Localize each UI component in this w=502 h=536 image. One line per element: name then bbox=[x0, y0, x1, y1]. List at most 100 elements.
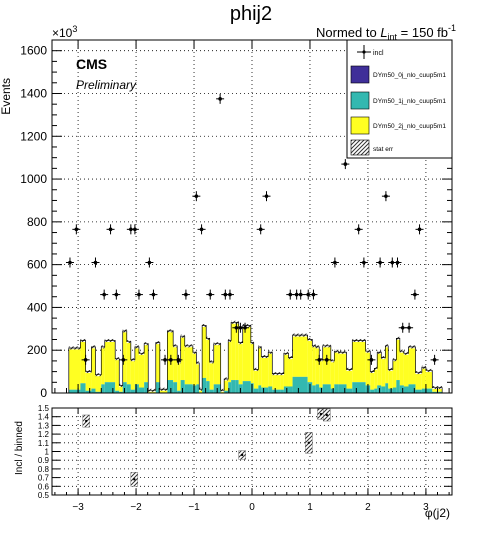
incl-point-marker bbox=[243, 325, 247, 330]
histogram-outline bbox=[68, 321, 443, 393]
main-y-tick-label: 1200 bbox=[20, 129, 47, 143]
incl-point bbox=[72, 224, 81, 235]
histogram-bar bbox=[283, 353, 289, 387]
ratio-y-tick-label: 1.1 bbox=[38, 439, 50, 448]
histogram-bar bbox=[228, 340, 232, 383]
incl-point-marker bbox=[176, 358, 181, 362]
histogram-bar bbox=[261, 387, 269, 393]
histogram-bar bbox=[261, 356, 269, 388]
incl-point-marker bbox=[369, 358, 374, 362]
incl-point bbox=[367, 354, 376, 365]
histogram-bar bbox=[91, 346, 96, 389]
status-label: Preliminary bbox=[76, 78, 137, 92]
ratio-x-tick-label: 1 bbox=[307, 502, 313, 513]
ratio-y-tick-label: 1 bbox=[45, 448, 50, 457]
histogram-bar bbox=[408, 346, 416, 385]
histogram-bar bbox=[85, 390, 92, 393]
incl-point-marker bbox=[298, 292, 303, 297]
incl-point bbox=[174, 354, 183, 365]
histogram-bar bbox=[272, 389, 281, 393]
histogram-bar bbox=[177, 361, 181, 391]
incl-point bbox=[309, 289, 318, 300]
histogram-bar bbox=[319, 359, 323, 388]
histogram-bar bbox=[224, 378, 229, 391]
incl-point bbox=[134, 289, 143, 300]
histogram-bar bbox=[122, 382, 127, 393]
incl-point bbox=[145, 257, 154, 268]
histogram-bar bbox=[104, 382, 116, 393]
histogram-bar bbox=[250, 342, 254, 384]
histogram-bar bbox=[202, 377, 207, 393]
histogram-bar bbox=[258, 346, 262, 386]
histogram-bar bbox=[242, 381, 251, 393]
chart-title: phij2 bbox=[230, 3, 272, 25]
incl-point-marker bbox=[306, 292, 311, 297]
ratio-y-axis-label: Incl / binned bbox=[14, 421, 25, 475]
histogram-bar bbox=[292, 335, 308, 377]
incl-point-marker bbox=[234, 325, 239, 330]
incl-point-marker bbox=[199, 227, 204, 232]
histogram-bar bbox=[280, 373, 284, 390]
ratio-point bbox=[82, 414, 90, 428]
histogram-bar bbox=[159, 389, 168, 393]
incl-point bbox=[376, 257, 385, 268]
main-y-tick-label: 200 bbox=[27, 343, 47, 357]
ratio-y-tick-label: 1.3 bbox=[38, 421, 50, 430]
incl-point-marker bbox=[384, 194, 388, 198]
histogram-bar bbox=[292, 376, 308, 393]
histogram-bar bbox=[184, 345, 193, 385]
histogram-bar bbox=[388, 369, 393, 389]
histogram-bar bbox=[415, 389, 422, 393]
incl-point-marker bbox=[147, 260, 152, 265]
histogram-bar bbox=[213, 343, 221, 385]
histogram-bar bbox=[370, 389, 375, 393]
incl-point bbox=[256, 224, 265, 235]
histogram-bar bbox=[346, 369, 353, 389]
histogram-bar bbox=[338, 384, 347, 393]
histogram-bar bbox=[126, 384, 131, 393]
incl-point bbox=[149, 289, 158, 300]
incl-point bbox=[181, 289, 190, 300]
histogram-bar bbox=[202, 325, 207, 378]
incl-point-marker bbox=[238, 325, 243, 330]
histogram-bar bbox=[192, 385, 197, 393]
histogram-bar bbox=[95, 374, 102, 392]
legend-label-0j: DYm50_0j_nlo_cuup5m1 bbox=[373, 72, 446, 79]
main-y-axis: 0 200 400 600 800 1000 1200 1400 1600 bbox=[20, 39, 452, 400]
histogram-bar bbox=[167, 330, 174, 381]
histogram-bar bbox=[68, 347, 81, 390]
histogram-bar bbox=[209, 361, 214, 390]
incl-point-marker bbox=[102, 292, 106, 297]
histogram-bar bbox=[134, 346, 139, 385]
ratio-x-tick-label: 0 bbox=[249, 502, 255, 513]
histogram-bar bbox=[370, 371, 375, 390]
histogram-bar bbox=[144, 343, 149, 383]
incl-point bbox=[65, 257, 74, 268]
histogram-bar bbox=[228, 382, 232, 393]
incl-point-marker bbox=[378, 260, 382, 265]
histogram-bar bbox=[224, 390, 229, 393]
histogram-bar bbox=[144, 382, 149, 393]
histogram-bar bbox=[365, 351, 371, 386]
histogram-bar bbox=[330, 360, 335, 389]
incl-point-marker bbox=[333, 260, 337, 265]
histogram-bar bbox=[396, 338, 400, 381]
stacked-histogram bbox=[68, 320, 443, 394]
histogram-bar bbox=[392, 359, 397, 388]
incl-point-marker bbox=[258, 227, 263, 232]
histogram-bar bbox=[399, 351, 404, 386]
histogram-bar bbox=[206, 338, 210, 382]
histogram-bar bbox=[119, 385, 123, 392]
incl-point-marker bbox=[407, 325, 411, 330]
incl-point bbox=[354, 224, 363, 235]
incl-point bbox=[106, 224, 115, 235]
incl-point-marker bbox=[228, 292, 232, 297]
incl-point-marker bbox=[83, 358, 88, 362]
histogram-bar bbox=[392, 387, 397, 393]
experiment-label: CMS bbox=[76, 56, 107, 72]
histogram-bar bbox=[242, 325, 251, 382]
ratio-point-marker bbox=[133, 478, 136, 481]
incl-point-marker bbox=[288, 292, 293, 297]
histogram-bar bbox=[119, 391, 123, 393]
